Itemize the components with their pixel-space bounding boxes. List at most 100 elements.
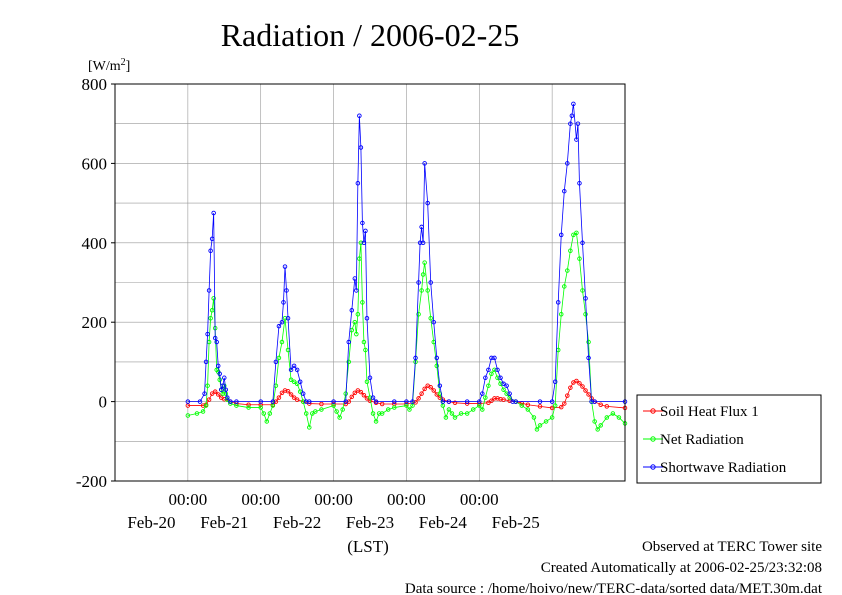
- data-point: [413, 355, 418, 361]
- chart-title: Radiation / 2006-02-25: [221, 17, 520, 53]
- data-point: [598, 402, 603, 408]
- data-point: [212, 335, 218, 341]
- data-point: [343, 399, 348, 404]
- data-point: [420, 272, 426, 277]
- data-point: [434, 363, 440, 369]
- data-series: [185, 101, 628, 432]
- data-point: [361, 392, 367, 398]
- data-point: [357, 256, 362, 261]
- data-point: [549, 399, 555, 404]
- data-point: [261, 411, 267, 416]
- data-point: [565, 393, 570, 398]
- data-point: [281, 300, 286, 305]
- data-point: [425, 200, 430, 206]
- data-point: [498, 396, 503, 402]
- legend-swatch-marker: [650, 408, 656, 414]
- y-tick-label: 200: [82, 313, 108, 332]
- y-tick-label: 400: [82, 234, 108, 253]
- data-point: [422, 260, 427, 265]
- data-point: [501, 397, 506, 402]
- data-point: [552, 403, 558, 408]
- data-point: [297, 389, 303, 394]
- data-point: [373, 399, 379, 404]
- data-point: [307, 425, 312, 430]
- data-point: [200, 409, 206, 414]
- data-point: [217, 371, 222, 377]
- data-point: [440, 399, 446, 404]
- data-point: [483, 395, 488, 400]
- data-point: [373, 419, 379, 424]
- data-point: [416, 312, 421, 317]
- data-point: [273, 359, 279, 365]
- data-point: [209, 391, 215, 396]
- data-point: [492, 355, 497, 361]
- legend-swatch-marker: [650, 436, 656, 442]
- data-point: [212, 389, 218, 394]
- data-point: [282, 315, 288, 321]
- data-point: [443, 415, 449, 420]
- data-point: [285, 315, 291, 321]
- x-time-label: 00:00: [387, 490, 426, 509]
- data-point: [209, 308, 215, 313]
- data-point: [225, 395, 230, 400]
- data-point: [562, 188, 567, 194]
- data-point: [379, 411, 385, 416]
- data-point: [480, 407, 485, 412]
- data-point: [583, 388, 588, 393]
- data-point: [489, 398, 494, 404]
- data-point: [228, 399, 233, 404]
- data-point: [331, 399, 336, 404]
- data-point: [304, 411, 309, 416]
- data-point: [428, 385, 433, 390]
- data-point: [404, 399, 409, 404]
- data-point: [284, 288, 289, 293]
- data-point: [513, 399, 518, 404]
- data-point: [598, 423, 603, 428]
- data-point: [568, 385, 573, 390]
- y-tick-label: 800: [82, 75, 108, 94]
- data-point: [492, 367, 497, 373]
- data-point: [294, 367, 300, 373]
- data-point: [273, 399, 279, 404]
- x-time-label: 00:00: [314, 490, 353, 509]
- data-point: [571, 101, 576, 107]
- y-axis-unit-superscript: 2: [121, 57, 126, 68]
- y-axis-unit-base: [W/m: [88, 59, 121, 74]
- data-point: [220, 383, 226, 388]
- data-point: [276, 323, 282, 329]
- data-point: [407, 407, 412, 412]
- data-point: [264, 419, 270, 424]
- data-point: [419, 288, 424, 293]
- data-point: [270, 399, 276, 404]
- data-point: [392, 399, 397, 404]
- data-point: [586, 339, 591, 345]
- data-point: [352, 319, 358, 325]
- data-point: [434, 355, 440, 361]
- data-point: [525, 402, 531, 408]
- data-point: [537, 404, 543, 409]
- data-point: [595, 427, 600, 432]
- data-point: [464, 399, 470, 404]
- data-point: [559, 312, 564, 317]
- data-point: [610, 411, 616, 416]
- data-point: [379, 401, 385, 407]
- data-point: [486, 400, 491, 406]
- data-point: [279, 339, 285, 345]
- data-point: [220, 391, 226, 396]
- data-point: [562, 401, 567, 406]
- data-point: [307, 399, 312, 404]
- data-point: [208, 248, 213, 253]
- data-point: [583, 312, 588, 317]
- data-point: [549, 415, 555, 420]
- data-point: [537, 423, 543, 428]
- data-point: [592, 419, 597, 424]
- x-axis-label: (LST): [347, 537, 389, 556]
- data-point: [604, 404, 610, 409]
- data-point: [392, 405, 397, 410]
- data-point: [222, 375, 227, 381]
- data-point: [203, 403, 209, 408]
- data-point: [431, 388, 437, 393]
- data-point: [234, 399, 239, 404]
- data-point: [604, 415, 610, 420]
- y-axis-unit: [W/m2]: [88, 57, 130, 74]
